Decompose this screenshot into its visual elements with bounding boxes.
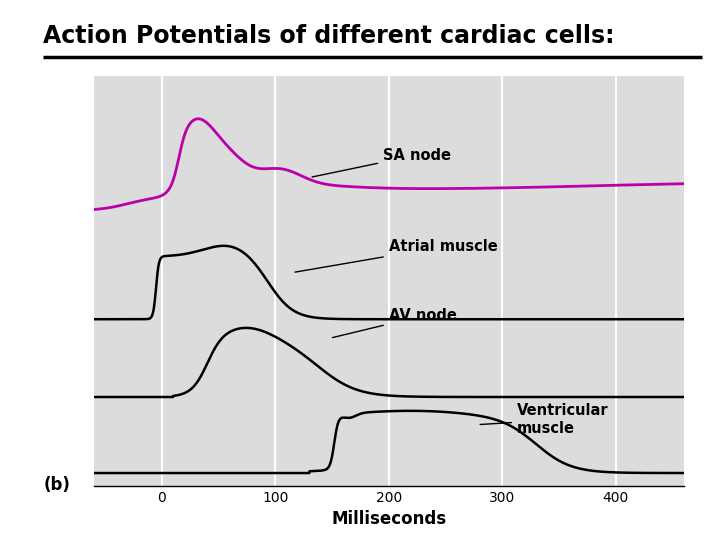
- Text: Atrial muscle: Atrial muscle: [295, 239, 498, 272]
- Text: AV node: AV node: [333, 308, 456, 338]
- Text: (b): (b): [43, 476, 70, 494]
- Text: SA node: SA node: [312, 147, 451, 177]
- Text: Ventricular
muscle: Ventricular muscle: [480, 403, 608, 436]
- Text: Action Potentials of different cardiac cells:: Action Potentials of different cardiac c…: [43, 24, 615, 48]
- X-axis label: Milliseconds: Milliseconds: [331, 510, 446, 529]
